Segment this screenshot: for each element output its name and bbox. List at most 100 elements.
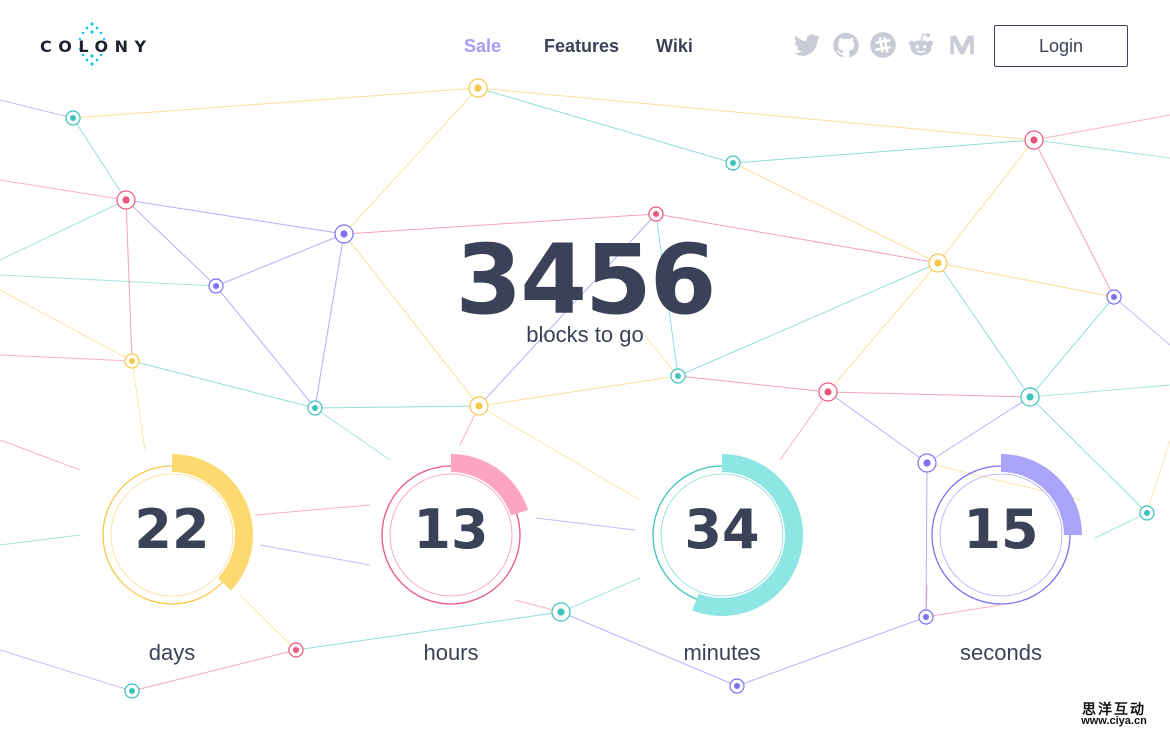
network-line <box>125 199 133 362</box>
network-node-core <box>653 211 659 217</box>
progress-arc <box>451 454 529 516</box>
slack-icon[interactable] <box>869 31 897 59</box>
nav-features-link[interactable]: Features <box>544 36 620 56</box>
network-line <box>131 360 146 451</box>
network-line <box>926 396 1031 464</box>
network-node-core <box>340 230 348 238</box>
network-line <box>560 577 641 613</box>
network-node-core <box>213 283 219 289</box>
seconds-value: 15 <box>963 498 1039 561</box>
twitter-icon[interactable] <box>793 31 821 59</box>
network-line <box>343 213 657 235</box>
network-line <box>1033 139 1115 298</box>
network-line <box>655 213 939 264</box>
network-line <box>295 611 562 651</box>
network-line <box>1113 296 1170 346</box>
network-line <box>215 233 345 287</box>
network-line <box>343 233 480 407</box>
inner-ring <box>389 473 513 597</box>
network-line <box>131 360 316 409</box>
logo-dots-icon <box>78 22 106 66</box>
network-line <box>535 517 636 531</box>
nav-wiki-link[interactable]: Wiki <box>656 36 693 56</box>
countdown-seconds: 15 seconds <box>916 450 1086 665</box>
network-line <box>72 117 127 201</box>
network-line <box>131 649 297 692</box>
network-node-core <box>934 259 942 267</box>
medium-icon[interactable] <box>948 31 976 59</box>
network-line <box>314 407 391 461</box>
hours-progress-ring <box>381 454 529 605</box>
network-node-core <box>557 608 565 616</box>
hours-value: 13 <box>413 498 489 561</box>
inner-ring <box>939 473 1063 597</box>
logo-wordmark: COLONY <box>40 37 153 56</box>
network-line <box>1094 512 1148 539</box>
network-line <box>254 504 371 516</box>
colony-logo[interactable]: COLONY <box>40 20 150 68</box>
countdown-hours: 13 hours <box>366 450 536 665</box>
network-node-core <box>1111 294 1117 300</box>
network-line <box>0 99 74 119</box>
watermark-url: www.ciya.cn <box>1081 715 1147 727</box>
network-line <box>477 87 1035 141</box>
inner-ring <box>660 473 784 597</box>
network-line <box>0 289 133 362</box>
network-line <box>314 405 480 409</box>
network-node-core <box>293 647 299 653</box>
network-line <box>732 162 939 264</box>
network-line <box>779 391 829 461</box>
network-node-core <box>129 688 135 694</box>
network-line <box>0 354 133 362</box>
network-node-core <box>129 358 135 364</box>
network-node-core <box>1030 136 1038 144</box>
github-icon[interactable] <box>832 31 860 59</box>
network-line <box>937 139 1035 264</box>
network-line <box>478 405 641 501</box>
network-node-core <box>675 373 681 379</box>
network-line <box>0 199 127 261</box>
network-line <box>239 594 297 651</box>
progress-arc <box>692 454 803 616</box>
network-line <box>1033 114 1170 141</box>
network-line <box>259 544 371 566</box>
minutes-progress-ring <box>652 454 803 616</box>
network-node-core <box>923 459 931 467</box>
inner-ring <box>110 473 234 597</box>
network-line <box>925 462 928 618</box>
blocks-label: blocks to go <box>526 322 644 347</box>
network-node-core <box>70 115 76 121</box>
progress-arc <box>1001 454 1082 535</box>
network-line <box>1033 139 1170 159</box>
days-value: 22 <box>134 498 210 561</box>
nav-sale-link[interactable]: Sale <box>464 36 502 56</box>
network-line <box>827 391 928 464</box>
network-lines <box>0 87 1170 692</box>
network-line <box>1146 439 1170 514</box>
network-line <box>827 391 1031 398</box>
network-line <box>477 87 734 164</box>
network-node-core <box>474 84 482 92</box>
network-line <box>732 139 1035 164</box>
network-line <box>937 262 1031 398</box>
login-button[interactable]: Login <box>994 25 1128 67</box>
blocks-count: 3456 <box>455 224 716 336</box>
network-line <box>937 262 1115 298</box>
minutes-label: minutes <box>683 640 761 665</box>
days-progress-ring <box>102 454 253 605</box>
watermark-title: 思洋互动 <box>1082 701 1146 717</box>
network-line <box>0 179 127 201</box>
network-line <box>125 199 345 235</box>
network-node-core <box>730 160 736 166</box>
network-line <box>215 285 316 409</box>
network-line <box>925 604 1001 618</box>
seconds-label: seconds <box>960 640 1042 665</box>
countdown-minutes: 34 minutes <box>637 450 807 665</box>
network-node-core <box>122 196 130 204</box>
reddit-icon[interactable] <box>907 31 935 59</box>
network-nodes <box>65 78 1155 699</box>
countdown-days: 22 days <box>87 450 257 665</box>
network-node-core <box>1144 510 1150 516</box>
network-line <box>0 274 217 287</box>
